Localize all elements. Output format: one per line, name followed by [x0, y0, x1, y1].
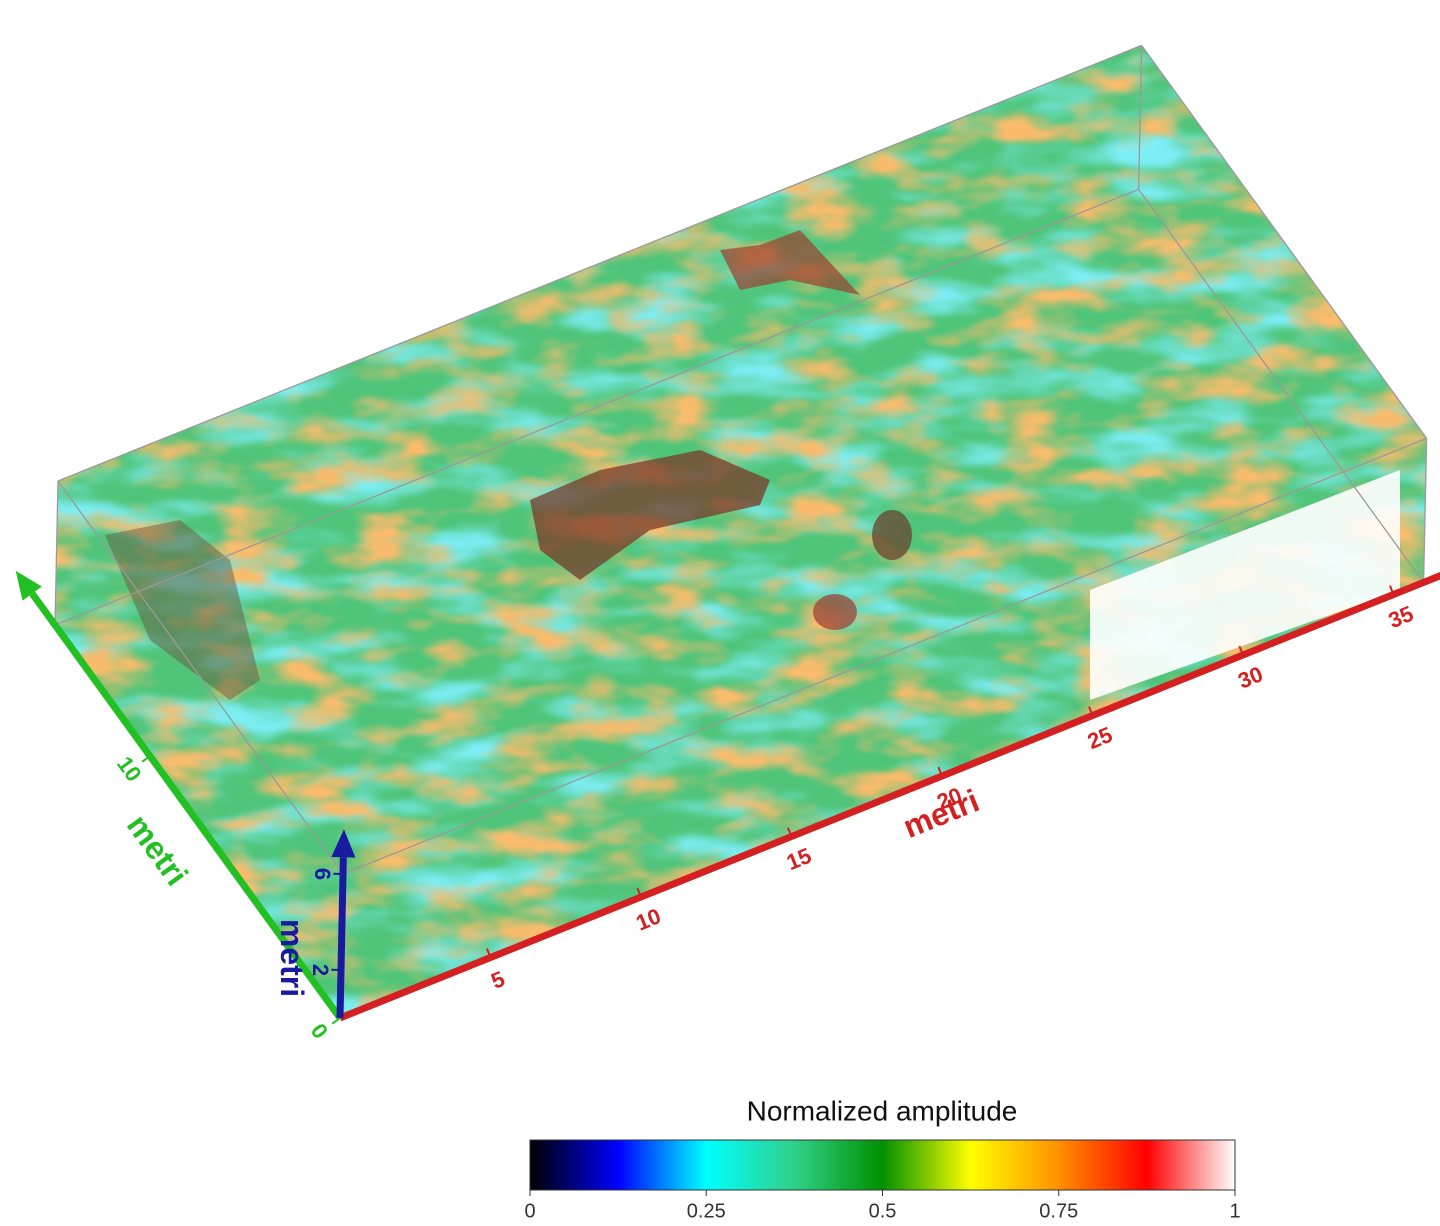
- y-tick: [332, 1018, 340, 1024]
- colorbar-tick-label: 1: [1229, 1200, 1240, 1222]
- x-tick-label: 35: [1385, 601, 1417, 633]
- colorbar-tick-label: 0.75: [1039, 1200, 1078, 1222]
- x-tick-label: 30: [1234, 661, 1266, 693]
- z-axis-label: metri: [274, 919, 310, 997]
- x-tick-label: 25: [1084, 722, 1116, 754]
- colorbar-title: Normalized amplitude: [747, 1095, 1018, 1126]
- x-tick-label: 15: [783, 843, 815, 875]
- x-tick-label: 5: [488, 966, 509, 994]
- x-tick-label: 10: [632, 903, 664, 935]
- y-axis-label: metri: [120, 808, 195, 892]
- colorbar-tick-label: 0: [524, 1200, 535, 1222]
- chart: Normalized amplitude 5101520253035metri0…: [0, 0, 1440, 1226]
- colorbar: [530, 1140, 1235, 1190]
- colorbar-tick-label: 0.25: [687, 1200, 726, 1222]
- y-tick-label: 0: [306, 1019, 333, 1044]
- volume-render: [0, 0, 1440, 1100]
- y-tick-label: 10: [112, 752, 147, 787]
- z-axis-line: [340, 857, 343, 1018]
- z-tick-label: 2: [308, 964, 333, 976]
- colorbar-tick-label: 0.5: [869, 1200, 897, 1222]
- z-tick-label: 6: [310, 868, 335, 880]
